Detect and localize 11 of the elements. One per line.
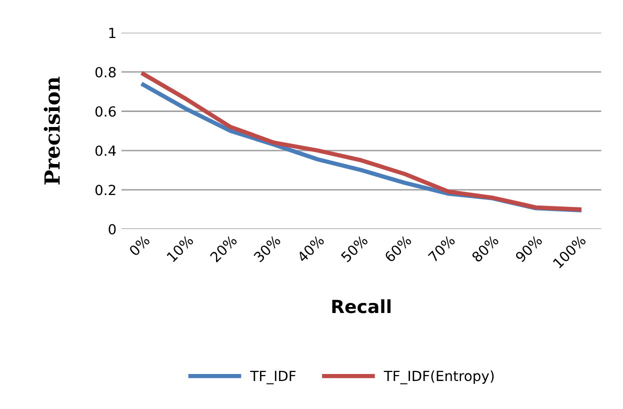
y-axis-title: Precision xyxy=(44,76,60,184)
y-tick-label: 1 xyxy=(109,28,116,38)
x-axis-title: Recall xyxy=(332,299,391,314)
legend-label: TF_IDF(Entropy) xyxy=(384,370,494,384)
y-tick-label: 0.4 xyxy=(95,145,116,156)
legend-label: TF_IDF xyxy=(250,370,296,384)
y-tick-label: 0 xyxy=(108,224,116,235)
x-tick-label: 0% xyxy=(128,234,150,256)
y-tick-label: 0.2 xyxy=(95,184,116,196)
y-tick-label: 0.6 xyxy=(95,106,116,117)
y-tick-label: 0.8 xyxy=(95,66,116,78)
